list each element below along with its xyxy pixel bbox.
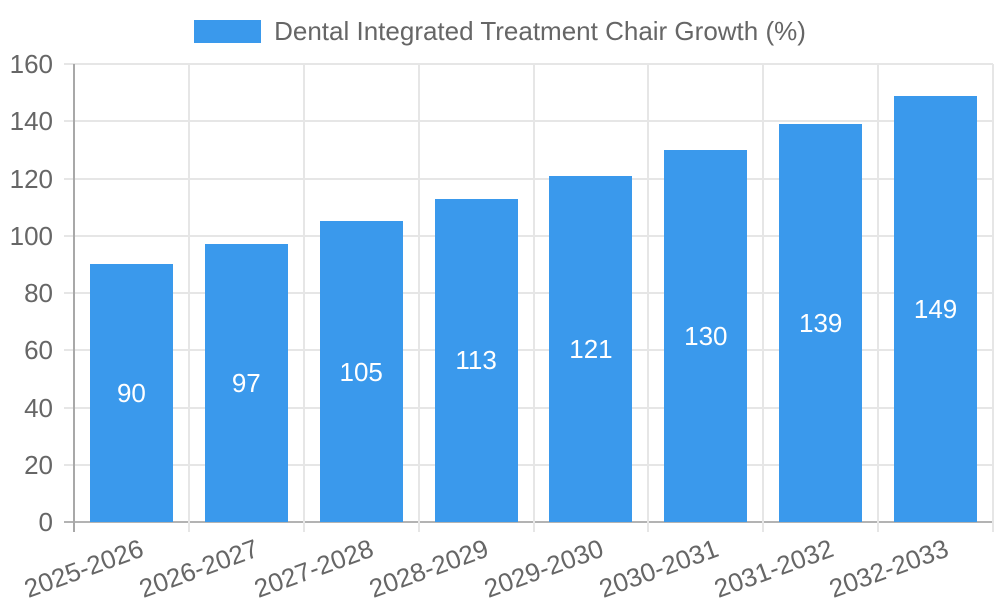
x-gridline [532,64,535,532]
bar-value-label: 97 [231,368,261,399]
x-gridline [187,64,190,532]
y-gridline [64,292,993,294]
legend-label: Dental Integrated Treatment Chair Growth… [274,16,806,46]
y-gridline [64,234,993,237]
legend: Dental Integrated Treatment Chair Growth… [0,16,1000,47]
bar[interactable] [319,221,403,522]
y-tick-label: 140 [9,106,53,137]
bar-value-label: 149 [913,293,958,324]
x-gridline [992,64,994,532]
y-tick-label: 40 [24,392,53,423]
y-gridline [64,63,993,65]
legend-swatch-icon [194,20,262,43]
bar-value-label: 105 [339,356,383,387]
bar-value-label: 90 [116,378,146,409]
bar-value-label: 139 [798,308,843,339]
y-tick-label: 20 [24,449,53,480]
x-gridline [877,64,880,532]
bar[interactable] [549,175,633,522]
bar[interactable] [204,244,288,522]
y-gridline [64,120,993,123]
x-gridline [417,64,420,532]
bar[interactable] [779,124,863,522]
y-gridline [64,406,993,409]
x-gridline [302,64,305,532]
bar[interactable] [894,95,978,522]
legend-item[interactable]: Dental Integrated Treatment Chair Growth… [194,16,806,47]
y-tick-label: 60 [24,335,53,366]
bar[interactable] [89,264,173,522]
y-tick-label: 120 [9,163,53,194]
y-tick-label: 160 [9,49,53,79]
y-tick-label: 0 [38,507,53,537]
x-gridline [762,64,765,532]
y-tick-label: 80 [24,278,53,308]
plot-area: 0 20 40 60 80 100 120 140 160 90 2025-2026 97 2026-2… [10,49,994,600]
bar-value-label: 113 [455,345,497,376]
y-axis-line [73,64,75,532]
bar-value-label: 121 [569,333,613,364]
y-gridline [64,177,993,180]
bar-value-label: 130 [684,320,728,351]
y-tick-label: 100 [9,220,53,251]
y-gridline [64,463,993,466]
x-axis-line [64,521,993,523]
x-gridline [647,64,650,532]
bar[interactable] [664,149,748,522]
y-gridline [64,349,993,352]
bar[interactable] [434,198,518,522]
